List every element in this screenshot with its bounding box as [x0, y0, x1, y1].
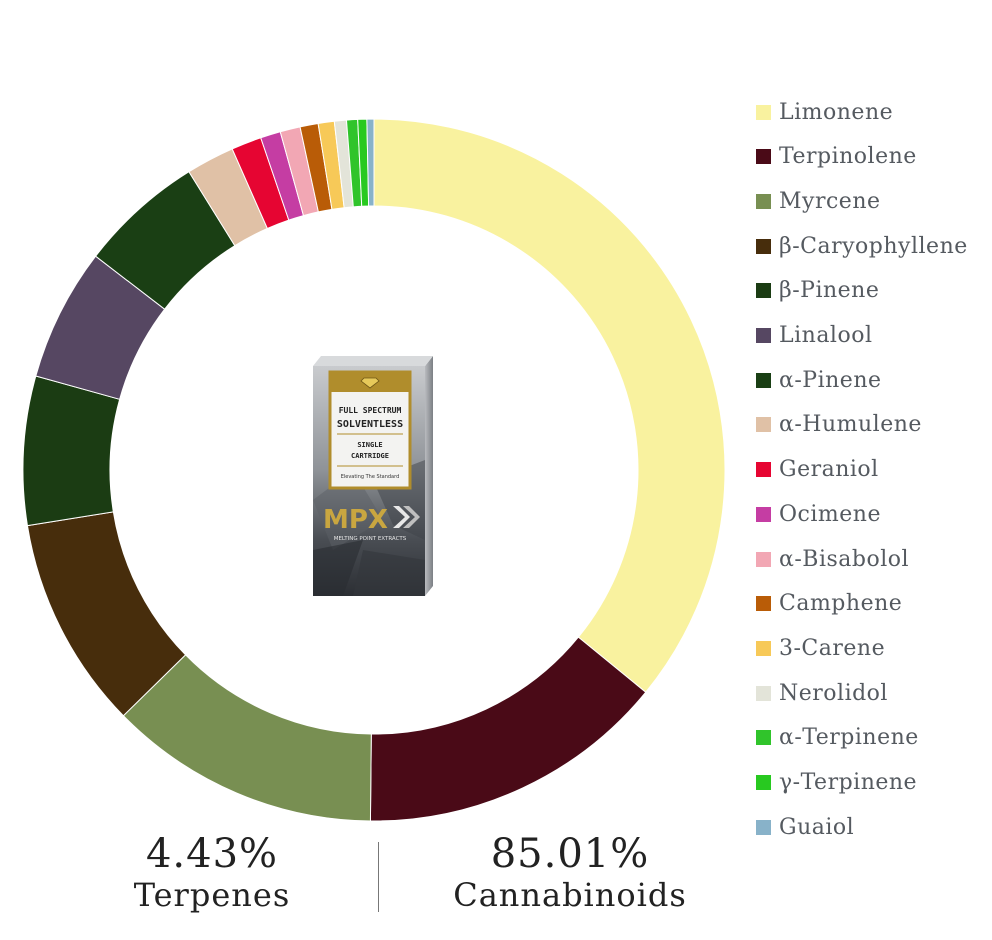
terpenes-stat: 4.43% Terpenes [112, 832, 312, 914]
legend-swatch [756, 685, 771, 701]
legend-label: Ocimene [779, 501, 881, 527]
legend-label: Nerolidol [779, 680, 888, 706]
legend-label: α-Terpinene [779, 725, 919, 751]
terpenes-label: Terpenes [133, 876, 291, 914]
legend-swatch [756, 238, 771, 254]
donut-slice-guaiol [366, 118, 375, 207]
legend-label: Myrcene [779, 188, 881, 214]
stats-divider [378, 842, 379, 912]
product-tagline: Elevating The Standard [341, 474, 400, 480]
cannabinoids-stat: 85.01% Cannabinoids [440, 832, 700, 914]
legend-item: α-Pinene [756, 364, 882, 396]
cannabinoids-value: 85.01% [490, 831, 650, 877]
product-brand: MPX [323, 505, 388, 535]
legend-swatch [756, 775, 771, 790]
legend-swatch [756, 596, 771, 612]
product-line-1: FULL SPECTRUM [339, 406, 402, 415]
product-line-3: SINGLE [357, 441, 382, 449]
legend-item: Terpinolene [756, 141, 917, 173]
legend-item: Nerolidol [756, 677, 888, 709]
donut-slice-limonene [373, 118, 726, 693]
legend-swatch [756, 283, 771, 299]
legend-label: α-Pinene [779, 367, 882, 393]
legend-item: Myrcene [756, 185, 881, 217]
legend-swatch [756, 819, 771, 835]
terpenes-value: 4.43% [145, 831, 279, 877]
legend-swatch [756, 417, 771, 433]
legend-label: β-Pinene [779, 278, 880, 304]
legend-label: 3-Carene [779, 635, 886, 661]
legend-label: α-Bisabolol [779, 546, 910, 572]
legend-swatch [756, 506, 771, 522]
legend-item: α-Bisabolol [756, 543, 909, 575]
legend-item: Camphene [756, 588, 902, 620]
legend-label: Geraniol [779, 457, 879, 483]
legend-swatch [756, 640, 771, 656]
legend-swatch [756, 372, 771, 388]
legend-swatch [756, 551, 771, 567]
legend-label: γ-Terpinene [779, 770, 918, 795]
legend-item: Limonene [756, 96, 893, 128]
terpene-donut-chart [22, 118, 726, 822]
legend-item: γ-Terpinene [756, 767, 917, 799]
legend-item: 3-Carene [756, 632, 885, 664]
legend-swatch [756, 149, 771, 165]
legend-item: Geraniol [756, 454, 879, 486]
legend-item: α-Humulene [756, 409, 922, 441]
product-brand-full: MELTING POINT EXTRACTS [334, 536, 407, 542]
product-line-4: CARTRIDGE [351, 452, 389, 460]
legend-label: Terpinolene [779, 144, 917, 170]
legend-item: α-Terpinene [756, 722, 919, 754]
legend-item: Ocimene [756, 498, 881, 530]
legend-label: Linalool [779, 323, 873, 348]
legend-swatch [756, 104, 771, 120]
legend-label: Guaiol [779, 814, 855, 840]
donut-slice-pinene [22, 375, 121, 527]
legend-label: α-Humulene [779, 412, 922, 438]
legend-label: Limonene [779, 99, 894, 125]
product-line-2: SOLVENTLESS [337, 419, 403, 430]
legend-swatch [756, 730, 771, 746]
legend-item: β-Pinene [756, 275, 879, 307]
legend-swatch [756, 193, 771, 209]
legend-swatch [756, 328, 771, 343]
legend-swatch [756, 462, 771, 478]
legend-item: Guaiol [756, 811, 854, 843]
product-cartridge-box-image: FULL SPECTRUM SOLVENTLESS SINGLE CARTRID… [313, 356, 433, 596]
donut-slice-terpinolene [369, 636, 647, 822]
legend-label: β-Caryophyllene [779, 233, 968, 259]
legend-label: Camphene [779, 591, 903, 617]
legend-item: β-Caryophyllene [756, 230, 968, 262]
legend-item: Linalool [756, 320, 873, 352]
cannabinoids-label: Cannabinoids [453, 876, 687, 914]
